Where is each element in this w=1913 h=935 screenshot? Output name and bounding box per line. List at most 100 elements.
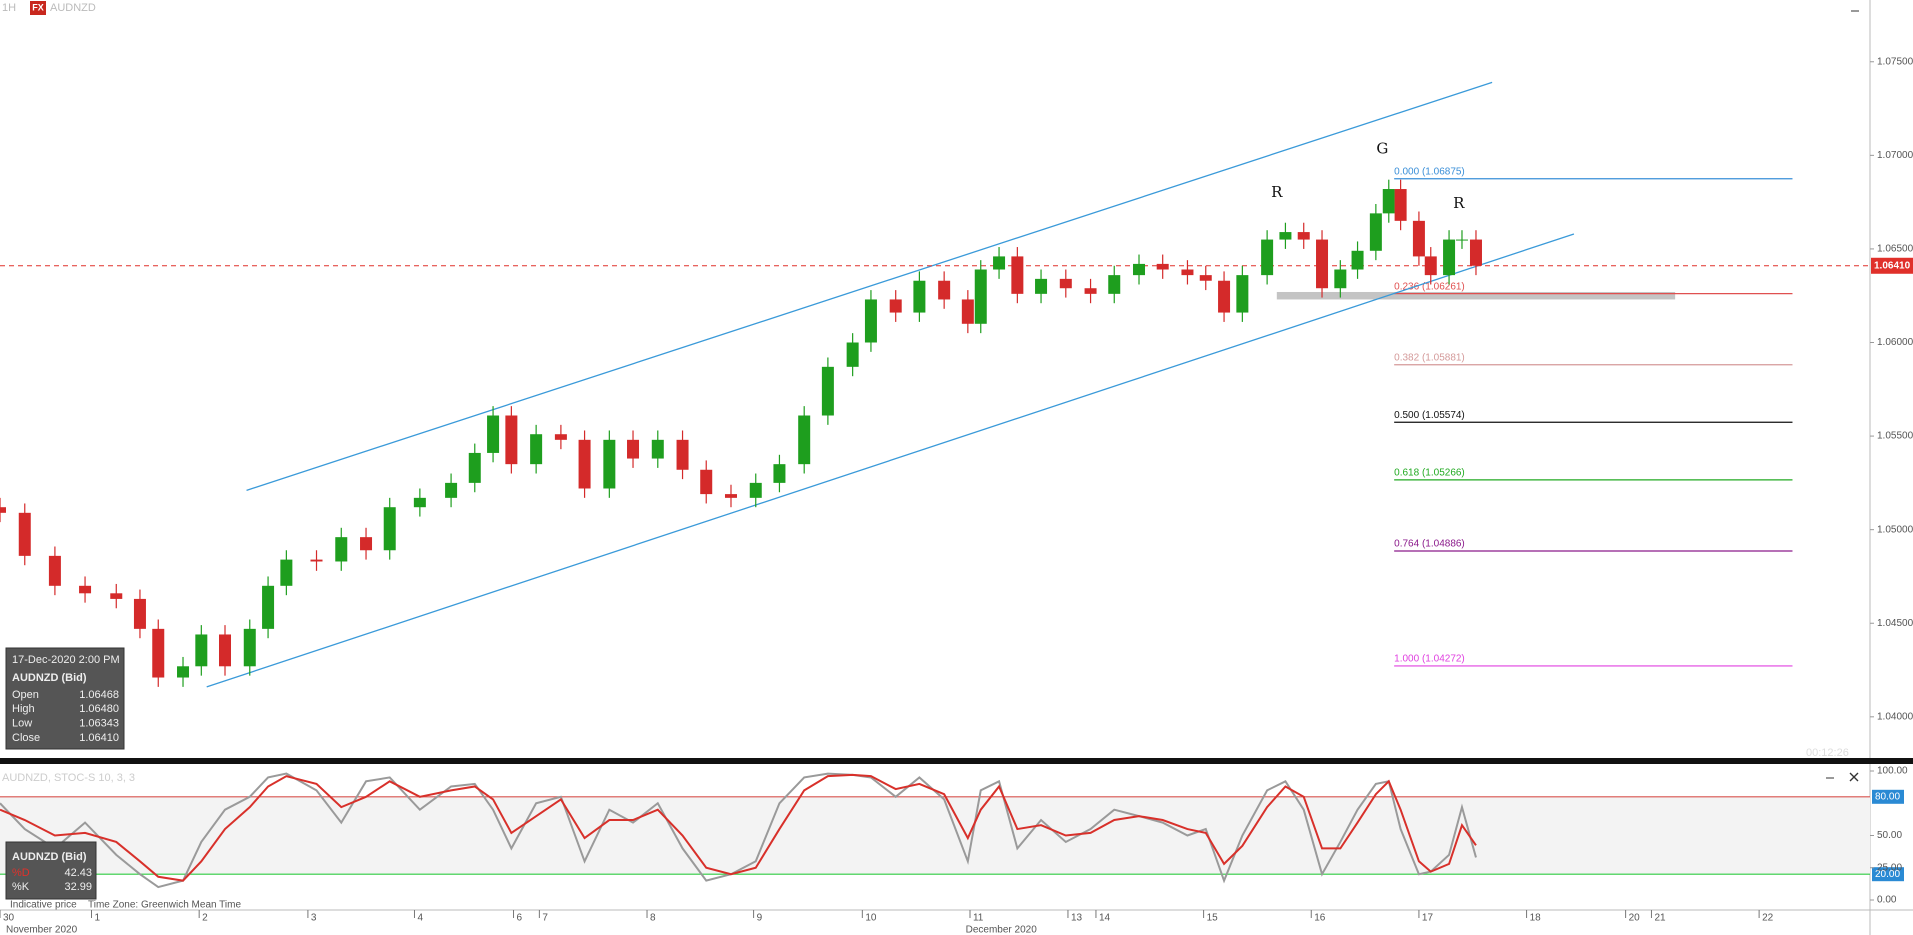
- x-tick-label: 14: [1099, 913, 1111, 924]
- candle-body: [152, 628, 165, 678]
- fib-label: 0.236 (1.06261): [1394, 281, 1465, 292]
- fib-label: 0.382 (1.05881): [1394, 352, 1465, 363]
- level-box: [1872, 789, 1904, 804]
- x-tick-label: 18: [1530, 913, 1542, 924]
- current-price-label: 1.06410: [1874, 260, 1911, 271]
- annotation: G: [1376, 140, 1388, 158]
- candle-body: [487, 415, 500, 453]
- candle-body: [177, 666, 190, 678]
- x-tick-label: 8: [650, 913, 656, 924]
- period-label: November 2020: [6, 925, 78, 935]
- symbol: AUDNZD: [50, 2, 96, 14]
- fib-label: 0.500 (1.05574): [1394, 410, 1465, 421]
- legend-name: %K: [12, 881, 30, 893]
- stoch-legend-box: [5, 841, 97, 900]
- candle-body: [1297, 232, 1310, 240]
- y-tick-label: 1.06500: [1877, 244, 1913, 255]
- candle-body: [1108, 275, 1121, 294]
- candle-body: [724, 494, 737, 498]
- info-key: Close: [12, 732, 40, 744]
- y-tick-label: 1.04000: [1877, 711, 1913, 722]
- candle-body: [110, 593, 123, 599]
- x-tick-label: 1: [95, 913, 101, 924]
- candle-body: [1455, 239, 1468, 241]
- candle-body: [195, 634, 208, 667]
- y-tick-label: 1.07000: [1877, 150, 1913, 161]
- fx-badge-text: FX: [32, 2, 44, 12]
- candle-body: [1424, 256, 1437, 276]
- candle-body: [79, 585, 92, 594]
- candle-body: [1218, 280, 1231, 313]
- x-tick-label: 10: [865, 913, 877, 924]
- candle-body: [1059, 278, 1072, 289]
- candle-body: [243, 628, 256, 667]
- info-datetime: 17-Dec-2020 2:00 PM: [12, 654, 120, 666]
- candle-body: [773, 464, 786, 483]
- candle-body: [505, 415, 518, 465]
- current-price-box: [1871, 257, 1913, 274]
- x-tick-label: 9: [757, 913, 763, 924]
- candle-body: [1199, 275, 1212, 281]
- candle-body: [530, 434, 543, 465]
- period-label: December 2020: [966, 925, 1038, 935]
- stoch-line: [0, 772, 1477, 889]
- candle-body: [554, 434, 567, 440]
- x-tick-label: 2: [202, 913, 208, 924]
- candle-body: [913, 280, 926, 313]
- candle-body: [1469, 239, 1482, 266]
- candle-body: [1084, 288, 1097, 294]
- fib-label: 0.618 (1.05266): [1394, 468, 1465, 479]
- x-tick-label: 15: [1207, 913, 1219, 924]
- support-zone: [1276, 291, 1676, 300]
- level-label: 80.00: [1875, 791, 1900, 802]
- y-tick-label: 25.00: [1877, 862, 1902, 873]
- fib-label: 0.000 (1.06875): [1394, 166, 1465, 177]
- x-tick-label: 7: [542, 913, 548, 924]
- candle-body: [889, 299, 902, 313]
- stoch-line: [0, 773, 1477, 882]
- trend-line: [206, 233, 1575, 688]
- x-tick-label: 13: [1071, 913, 1083, 924]
- x-tick-label: 3: [311, 913, 317, 924]
- y-tick-label: 1.05000: [1877, 524, 1913, 535]
- candle-body: [262, 585, 275, 629]
- indicator-title: AUDNZD, STOC-S 10, 3, 3: [2, 772, 135, 784]
- candle-body: [1011, 256, 1024, 294]
- info-value: 1.06410: [79, 732, 119, 744]
- candle-body: [821, 366, 834, 416]
- candle-body: [0, 507, 6, 513]
- info-symbol: AUDNZD (Bid): [12, 672, 87, 684]
- info-key: High: [12, 703, 35, 715]
- x-tick-label: 4: [417, 913, 423, 924]
- candle-body: [133, 598, 146, 629]
- candle-body: [993, 256, 1006, 270]
- level-label: 20.00: [1875, 869, 1900, 880]
- candle-body: [310, 559, 323, 562]
- fib-label: 0.764 (1.04886): [1394, 539, 1465, 550]
- candle-body: [1394, 189, 1407, 221]
- candle-body: [961, 299, 974, 324]
- candle-body: [1382, 189, 1395, 214]
- x-tick-label: 16: [1314, 913, 1326, 924]
- candle-body: [938, 280, 951, 300]
- candle-body: [219, 634, 232, 667]
- candle-body: [974, 269, 987, 324]
- y-tick-label: 1.06000: [1877, 337, 1913, 348]
- info-value: 1.06343: [79, 718, 119, 730]
- timeframe: 1H: [2, 2, 16, 14]
- candle-body: [18, 512, 31, 556]
- close-icon[interactable]: [1849, 772, 1859, 782]
- y-tick-label: 50.00: [1877, 830, 1902, 841]
- candle-body: [1443, 239, 1456, 276]
- x-tick-label: 11: [973, 913, 984, 924]
- y-tick-label: 0.00: [1877, 895, 1897, 906]
- candle-body: [445, 482, 458, 498]
- candle-body: [1316, 239, 1329, 289]
- candle-body: [1334, 269, 1347, 289]
- info-value: 1.06468: [79, 689, 119, 701]
- info-key: Open: [12, 689, 39, 701]
- panel-separator: [0, 758, 1913, 764]
